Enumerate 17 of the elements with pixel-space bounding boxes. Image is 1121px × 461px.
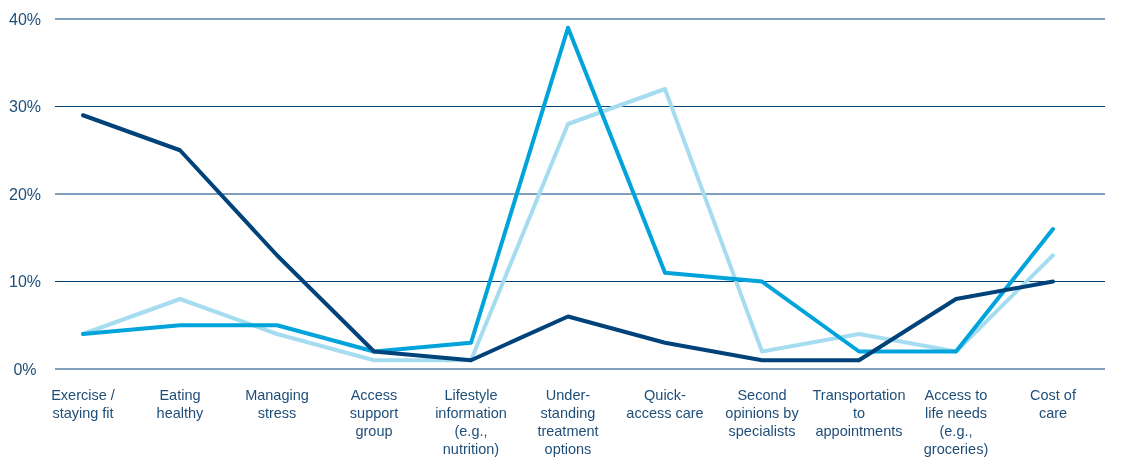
y-tick-label: 20% bbox=[8, 185, 42, 203]
x-tick-label: Cost of care bbox=[1030, 387, 1077, 421]
x-tick-label: Under-standing treatment options bbox=[537, 387, 599, 457]
y-tick-label: 40% bbox=[8, 10, 42, 28]
x-tick-label: Second opinions by specialists bbox=[725, 387, 800, 439]
x-tick-label: Access to life needs (e.g., groceries) bbox=[923, 387, 989, 457]
x-tick-label: Transportation to appointments bbox=[812, 387, 906, 439]
y-tick-label: 10% bbox=[8, 273, 42, 291]
line-series bbox=[81, 25, 1055, 354]
x-tick-label: Exercise / staying fit bbox=[51, 387, 116, 421]
x-tick-label: Quick-access care bbox=[626, 387, 704, 421]
x-tick-label: Managing stress bbox=[245, 387, 309, 421]
y-tick-label: 30% bbox=[8, 98, 42, 116]
x-tick-label: Eating healthy bbox=[156, 387, 205, 421]
y-tick-label: 0% bbox=[13, 360, 37, 378]
x-tick-label: Access support group bbox=[349, 387, 399, 439]
x-tick-label: Lifestyle information (e.g., nutrition) bbox=[435, 387, 507, 457]
